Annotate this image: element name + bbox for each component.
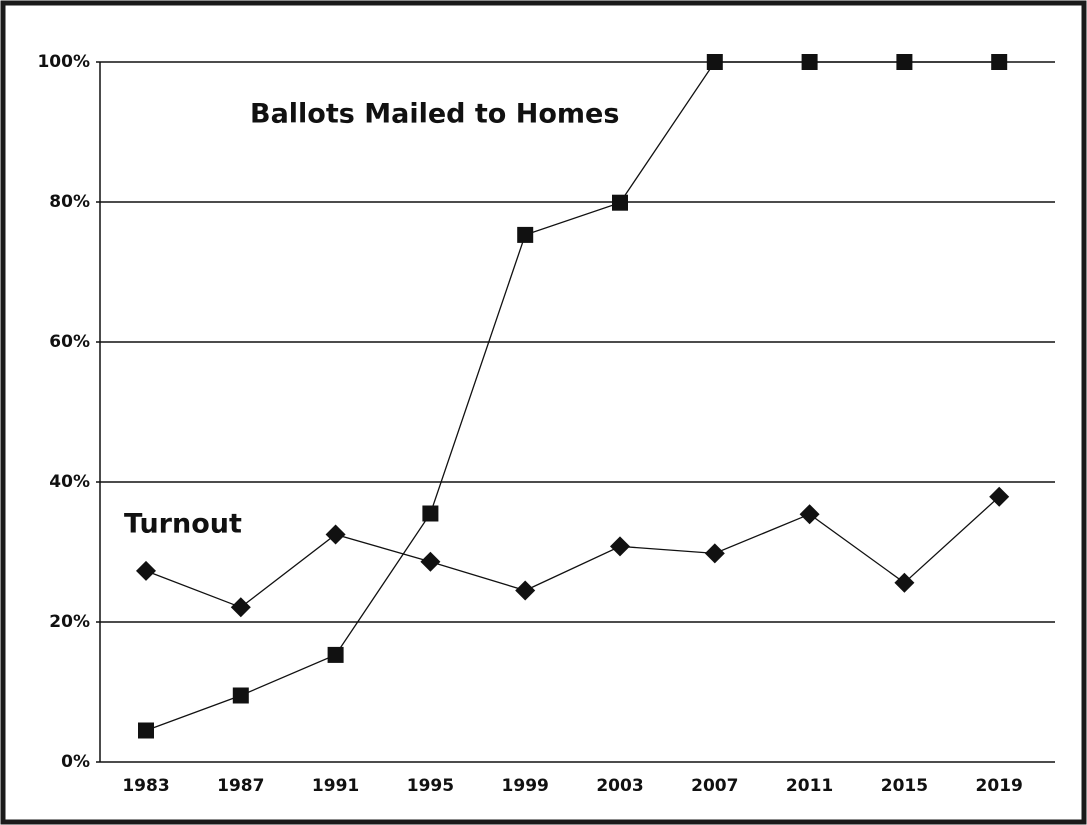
marker (136, 560, 156, 581)
series-line (145, 61, 1000, 732)
marker (896, 54, 913, 70)
y-tick-label: 20% (49, 612, 90, 632)
marker (704, 543, 725, 564)
marker (325, 524, 346, 545)
x-tick-label: 2011 (786, 776, 833, 796)
marker (894, 572, 915, 593)
x-tick-label: 1995 (407, 776, 454, 796)
x-tick-label: 2015 (881, 776, 928, 796)
marker (706, 54, 723, 70)
x-tick-label: 2007 (691, 776, 738, 796)
marker (517, 226, 534, 243)
marker (612, 194, 628, 211)
x-tick-label: 1991 (312, 776, 359, 796)
marker (420, 551, 441, 572)
y-tick-label: 60% (49, 332, 90, 352)
marker (230, 597, 251, 618)
x-tick-label: 1983 (122, 776, 169, 796)
series-line (145, 496, 1000, 609)
x-tick-label: 2003 (596, 776, 643, 796)
series-label: Ballots Mailed to Homes (250, 99, 619, 130)
x-tick-label: 1987 (217, 776, 264, 796)
x-tick-label: 2019 (976, 776, 1023, 796)
y-tick-label: 100% (37, 52, 90, 72)
marker (327, 646, 344, 663)
marker (422, 505, 439, 522)
y-tick-label: 0% (61, 752, 90, 772)
marker (799, 504, 820, 525)
y-tick-label: 40% (49, 472, 90, 492)
x-tick-label: 1999 (502, 776, 549, 796)
marker (515, 580, 536, 601)
marker (991, 54, 1008, 70)
series-label: Turnout (124, 509, 242, 540)
marker (610, 536, 630, 557)
marker (801, 54, 818, 70)
marker (232, 687, 249, 704)
marker (138, 722, 154, 739)
marker (989, 486, 1010, 507)
y-tick-label: 80% (49, 192, 90, 212)
